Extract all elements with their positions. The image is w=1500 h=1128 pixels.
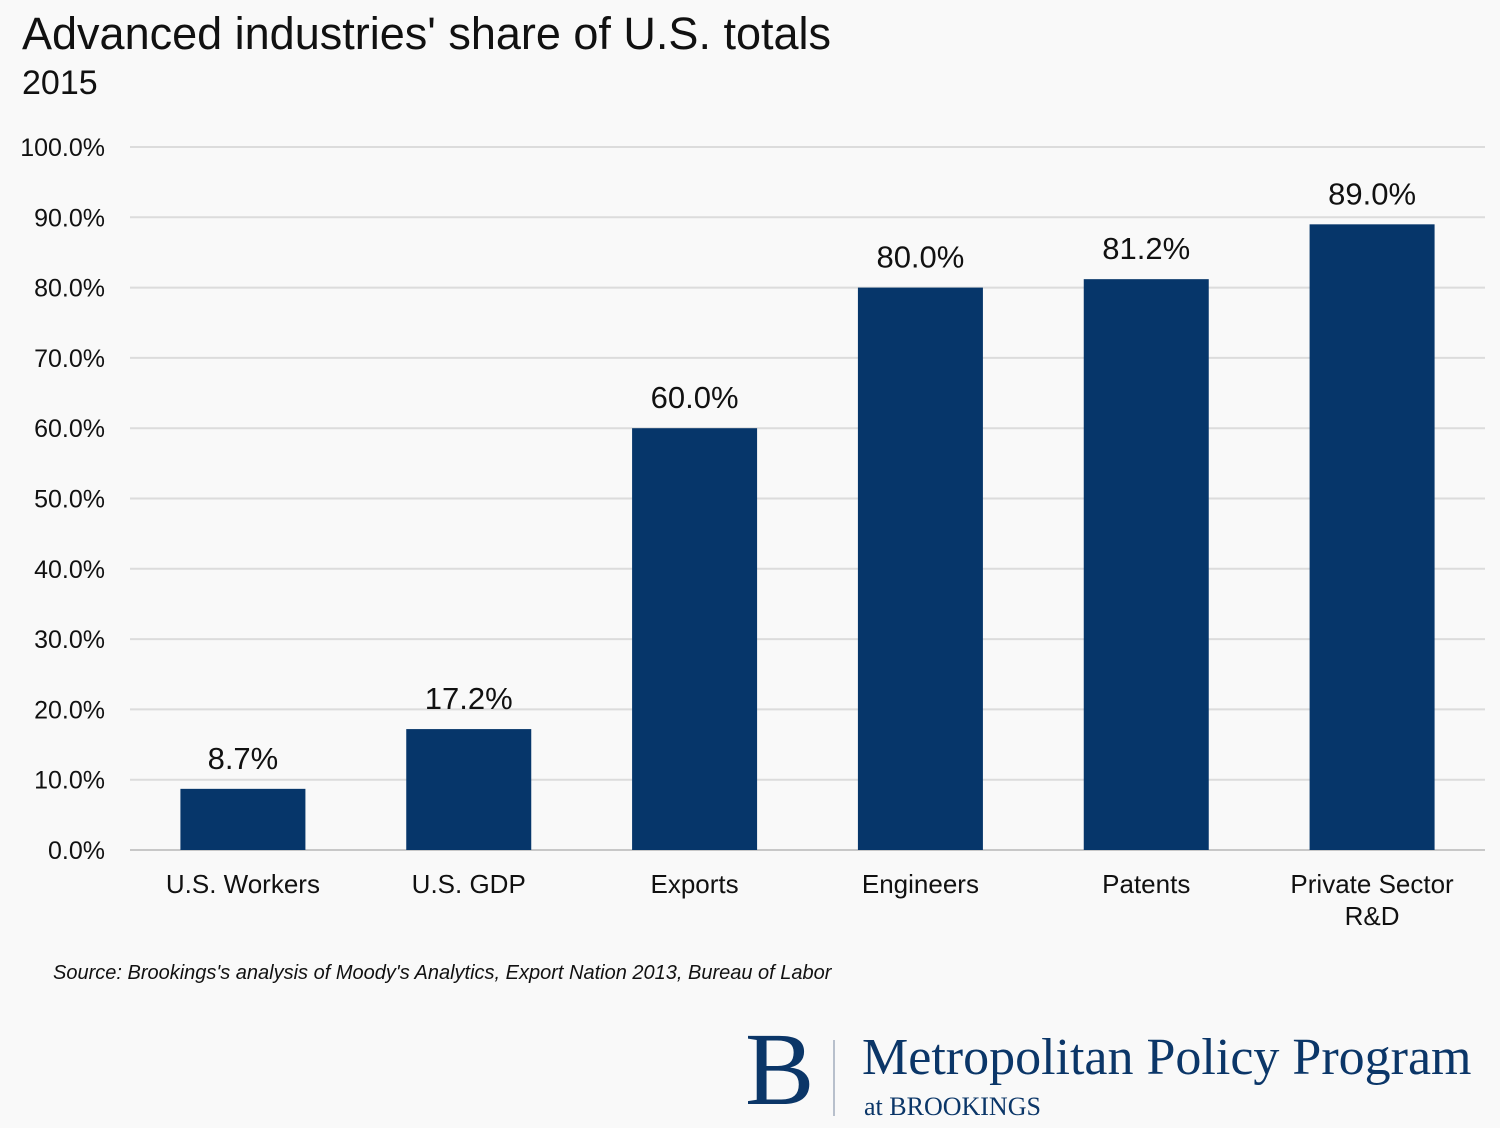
x-tick-label: Exports	[651, 869, 739, 899]
y-tick-label: 20.0%	[34, 696, 105, 724]
x-tick-label: Engineers	[862, 869, 979, 899]
data-label: 8.7%	[208, 741, 279, 776]
bar-5	[1309, 224, 1435, 850]
bar-0	[180, 788, 306, 850]
bar-1	[406, 729, 532, 850]
y-tick-label: 90.0%	[34, 204, 105, 232]
y-tick-label: 0.0%	[48, 837, 105, 865]
bar-3	[857, 287, 983, 851]
logo-name: Metropolitan Policy Program	[862, 1029, 1472, 1086]
chart-title: Advanced industries' share of U.S. total…	[22, 8, 832, 59]
data-label: 17.2%	[425, 681, 513, 716]
y-tick-label: 30.0%	[34, 626, 105, 654]
brookings-logo: B Metropolitan Policy Program at BROOKIN…	[745, 1018, 1490, 1124]
logo-divider	[833, 1040, 835, 1116]
x-tick-label: R&D	[1345, 901, 1400, 931]
y-tick-label: 50.0%	[34, 486, 105, 514]
data-label: 60.0%	[651, 380, 739, 415]
y-tick-label: 70.0%	[34, 345, 105, 373]
logo-sub: at BROOKINGS	[864, 1092, 1041, 1121]
y-tick-label: 60.0%	[34, 415, 105, 443]
x-tick-label: U.S. Workers	[166, 869, 320, 899]
bar-2	[632, 428, 758, 850]
x-tick-label: Patents	[1102, 869, 1190, 899]
data-label: 89.0%	[1328, 176, 1416, 211]
chart-subtitle: 2015	[22, 64, 98, 102]
y-tick-label: 80.0%	[34, 275, 105, 303]
bar-4	[1083, 279, 1209, 850]
logo-letter: B	[745, 1012, 815, 1127]
y-tick-label: 40.0%	[34, 556, 105, 584]
y-tick-label: 100.0%	[20, 134, 105, 162]
x-tick-label: Private Sector	[1290, 869, 1454, 899]
data-label: 81.2%	[1102, 231, 1190, 266]
x-tick-label: U.S. GDP	[412, 869, 526, 899]
source-note: Source: Brookings's analysis of Moody's …	[53, 962, 832, 984]
data-label: 80.0%	[876, 240, 964, 275]
y-tick-label: 10.0%	[34, 767, 105, 795]
